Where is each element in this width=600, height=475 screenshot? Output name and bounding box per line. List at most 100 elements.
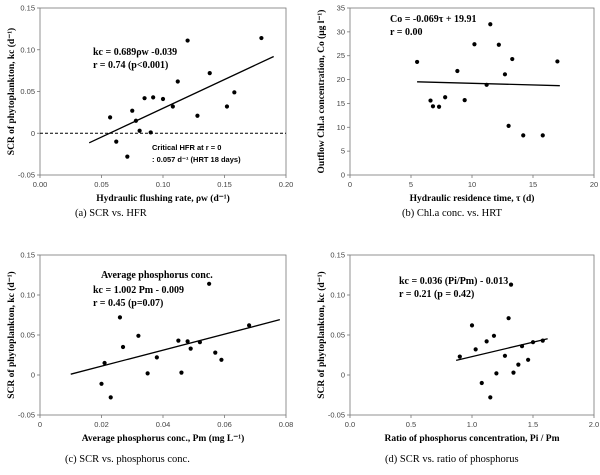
regression-annotation: r = 0.45 (p=0.07) [93,298,163,309]
data-point [415,59,420,65]
data-point [185,38,190,43]
data-point [175,79,180,84]
x-tick-label: 2.0 [589,420,599,429]
data-point [142,96,147,101]
y-tick-label: 0 [31,129,35,138]
data-point [108,115,113,120]
y-axis-label: SCR of phytoplankton, kc (d⁻¹) [6,28,17,155]
data-point [484,339,489,344]
data-point [130,108,135,113]
critical-hfr-note: Critical HFR at r = 0 [152,143,221,152]
data-point [496,42,501,47]
data-point [213,350,218,355]
data-point [508,282,514,287]
x-tick-label: 0.08 [279,420,294,429]
regression-annotation: r = 0.74 (p<0.001) [93,60,168,71]
data-point [506,316,511,321]
data-point [176,338,181,343]
data-point [120,344,126,350]
y-tick-label: 0.15 [20,251,35,260]
y-axis-label: SCR of phytoplankton, kc (d⁻¹) [6,271,17,398]
y-tick-label: -0.05 [18,411,35,420]
data-point [188,346,193,351]
data-point [102,360,107,366]
data-point [136,333,141,338]
y-tick-label: 25 [337,51,345,60]
regression-annotation: kc = 1.002 Pm - 0.009 [93,285,184,296]
y-tick-label: 0.15 [330,251,345,260]
trend-line [70,319,281,375]
data-point [510,56,515,62]
y-tick-label: 5 [341,147,345,156]
x-tick-label: 0.00 [33,180,48,189]
data-point [137,128,142,133]
data-point [516,362,521,367]
y-tick-label: -0.05 [18,171,35,180]
y-tick-label: 0 [31,371,35,380]
x-tick-label: 0.04 [156,420,171,429]
chart-c: 0 0.02 0.04 0.06 0.08-0.0500.050.100.15Avera… [6,251,293,466]
data-point [511,370,516,375]
data-point [154,355,159,360]
x-tick-label: 20 [590,180,598,189]
y-tick-label: 0.10 [330,291,345,300]
y-tick-label: 20 [337,75,345,84]
y-tick-label: 0 [341,371,345,380]
y-tick-label: 15 [337,99,345,108]
y-tick-label: 0.10 [20,291,35,300]
data-point [555,59,560,64]
data-point [224,104,230,109]
data-point [488,22,493,27]
regression-annotation: Average phosphorus conc. [101,270,213,281]
x-tick-label: 0.15 [217,180,232,189]
y-tick-label: 10 [337,123,345,132]
y-tick-label: 0.15 [20,4,35,13]
data-point [491,333,497,338]
x-tick-label: 0 [348,180,352,189]
figure-caption: (b) Chl.a conc. vs. HRT [402,208,503,219]
data-point [473,347,478,352]
chart-a: 0.00 0.05 0.10 0.15 0.20 -0.05 0 0.05 0.10 0.15 kc… [6,4,293,220]
y-tick-label: 0 [341,171,345,180]
data-point [160,96,166,102]
data-point [170,104,175,109]
x-tick-label: 0.06 [217,420,232,429]
data-point [455,68,460,74]
chart-d: 0.0 0.5 1.0 1.5 2.0 -0.05 0 0.05 0.10 0.15 kc = 0.… [316,251,599,466]
data-point [207,281,212,286]
figure-caption: (c) SCR vs. phosphorus conc. [65,454,190,465]
y-tick-label: 35 [337,4,345,13]
x-axis-label: Average phosphorus conc., Pm (mg L⁻¹) [82,433,245,444]
regression-annotation: kc = 0.036 (Pi/Pm) - 0.013 [399,276,508,287]
y-tick-label: 0.05 [330,331,345,340]
critical-hfr-note: : 0.057 d⁻¹ (HRT 18 days) [152,155,241,164]
data-point [479,380,484,386]
data-point [99,381,104,386]
y-axis-label: SCR of phytoplankton, kc (d⁻¹) [316,271,327,398]
x-tick-label: 0.20 [279,180,294,189]
data-point [540,338,545,343]
data-point [125,154,130,159]
data-point [540,133,545,138]
data-point [259,35,264,41]
figure-caption: (a) SCR vs. HFR [75,208,147,219]
regression-annotation: r = 0.00 [390,27,422,38]
data-point [207,71,212,76]
regression-annotation: r = 0.21 (p = 0.42) [399,289,474,300]
regression-annotation: kc = 0.689ρw -0.039 [93,47,177,58]
data-point [506,123,511,128]
data-point [443,95,448,100]
x-tick-label: 1.0 [467,420,477,429]
trend-line [88,55,274,144]
y-tick-label: 0.10 [20,45,35,54]
figure-caption: (d) SCR vs. ratio of phosphorus [385,454,519,465]
data-point [521,133,526,138]
x-tick-label: 0.0 [345,420,355,429]
data-point [197,340,202,345]
data-point [526,357,531,362]
data-point [436,104,442,109]
data-point [133,118,139,123]
data-point [145,371,150,376]
x-tick-label: 0.10 [156,180,171,189]
